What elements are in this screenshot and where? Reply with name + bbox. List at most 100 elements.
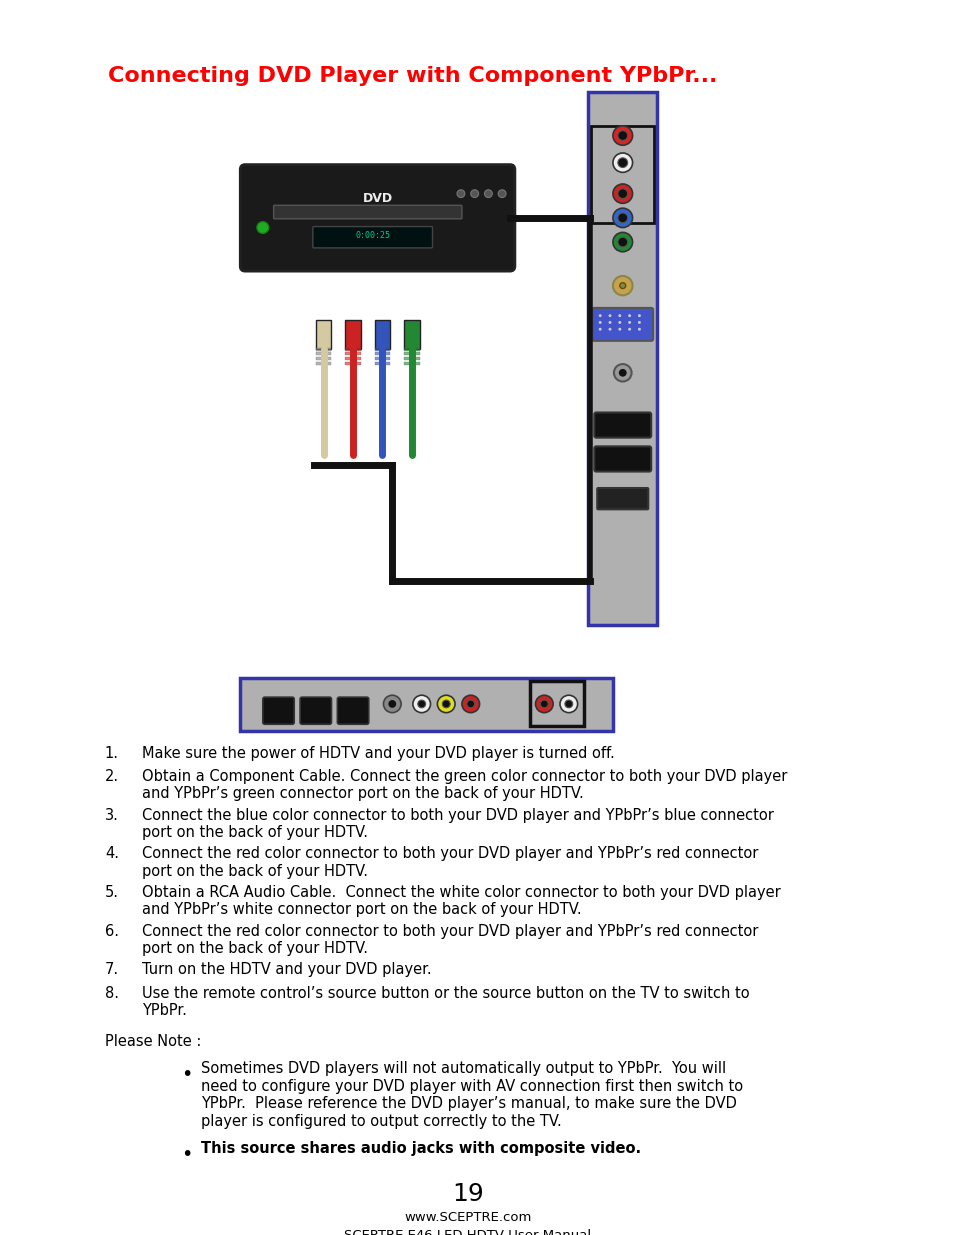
FancyBboxPatch shape — [592, 308, 653, 341]
Bar — [345, 357, 360, 361]
Circle shape — [497, 190, 505, 198]
Text: need to configure your DVD player with AV connection first then switch to: need to configure your DVD player with A… — [201, 1078, 742, 1094]
Circle shape — [618, 158, 627, 168]
Text: Connect the red color connector to both your DVD player and YPbPr’s red connecto: Connect the red color connector to both … — [142, 846, 758, 861]
Circle shape — [456, 190, 464, 198]
Text: 5.: 5. — [105, 885, 119, 900]
Circle shape — [618, 314, 620, 317]
FancyBboxPatch shape — [594, 446, 651, 472]
Bar — [404, 352, 419, 356]
Circle shape — [484, 190, 492, 198]
Bar — [345, 352, 360, 356]
Text: DVD: DVD — [362, 191, 393, 205]
Text: This source shares audio jacks with composite video.: This source shares audio jacks with comp… — [201, 1141, 640, 1156]
Circle shape — [638, 321, 640, 324]
Text: YPbPr.: YPbPr. — [142, 1003, 187, 1018]
FancyBboxPatch shape — [337, 698, 369, 724]
Text: •: • — [181, 1145, 193, 1163]
Circle shape — [618, 327, 620, 331]
Bar — [315, 362, 331, 366]
Text: Sometimes DVD players will not automatically output to YPbPr.  You will: Sometimes DVD players will not automatic… — [201, 1061, 725, 1076]
Bar — [529, 680, 583, 726]
Bar — [315, 320, 331, 348]
Circle shape — [598, 321, 601, 324]
Circle shape — [608, 327, 611, 331]
Bar — [375, 357, 390, 361]
Circle shape — [388, 700, 395, 708]
Bar — [375, 347, 390, 351]
FancyBboxPatch shape — [313, 226, 432, 248]
Circle shape — [470, 190, 478, 198]
Text: 0:00:25: 0:00:25 — [355, 231, 390, 240]
Text: Connect the blue color connector to both your DVD player and YPbPr’s blue connec: Connect the blue color connector to both… — [142, 808, 773, 823]
Text: Obtain a RCA Audio Cable.  Connect the white color connector to both your DVD pl: Obtain a RCA Audio Cable. Connect the wh… — [142, 885, 781, 900]
Circle shape — [598, 327, 601, 331]
Text: port on the back of your HDTV.: port on the back of your HDTV. — [142, 863, 368, 878]
Circle shape — [413, 695, 430, 713]
Circle shape — [618, 321, 620, 324]
FancyBboxPatch shape — [240, 164, 515, 272]
Bar — [404, 357, 419, 361]
Circle shape — [627, 321, 631, 324]
Circle shape — [618, 369, 626, 377]
Circle shape — [638, 314, 640, 317]
Bar — [404, 320, 419, 348]
Bar — [315, 347, 331, 351]
Bar — [345, 362, 360, 366]
Circle shape — [613, 153, 632, 173]
Text: port on the back of your HDTV.: port on the back of your HDTV. — [142, 941, 368, 956]
Circle shape — [383, 695, 400, 713]
Bar — [404, 362, 419, 366]
Text: and YPbPr’s white connector port on the back of your HDTV.: and YPbPr’s white connector port on the … — [142, 903, 581, 918]
Circle shape — [436, 695, 455, 713]
Text: SCEPTRE E46 LED HDTV User Manual: SCEPTRE E46 LED HDTV User Manual — [344, 1229, 591, 1235]
Circle shape — [613, 126, 632, 146]
Text: Connecting DVD Player with Component YPbPr...: Connecting DVD Player with Component YPb… — [108, 65, 717, 86]
Bar — [404, 347, 419, 351]
Circle shape — [638, 327, 640, 331]
Bar — [345, 347, 360, 351]
Text: 7.: 7. — [105, 962, 119, 977]
Text: •: • — [181, 1065, 193, 1084]
Bar — [375, 320, 390, 348]
Circle shape — [618, 237, 627, 247]
Text: 4.: 4. — [105, 846, 119, 861]
Circle shape — [608, 321, 611, 324]
Text: Obtain a Component Cable. Connect the green color connector to both your DVD pla: Obtain a Component Cable. Connect the gr… — [142, 769, 787, 784]
Text: Make sure the power of HDTV and your DVD player is turned off.: Make sure the power of HDTV and your DVD… — [142, 746, 615, 761]
Text: Turn on the HDTV and your DVD player.: Turn on the HDTV and your DVD player. — [142, 962, 432, 977]
Bar — [375, 362, 390, 366]
Bar — [315, 352, 331, 356]
Circle shape — [564, 700, 572, 708]
Bar — [588, 91, 657, 625]
Circle shape — [539, 700, 548, 708]
Circle shape — [613, 232, 632, 252]
Circle shape — [535, 695, 553, 713]
Text: 6.: 6. — [105, 924, 119, 939]
Circle shape — [614, 364, 631, 382]
Circle shape — [618, 189, 627, 199]
Circle shape — [608, 314, 611, 317]
Circle shape — [627, 314, 631, 317]
Text: 3.: 3. — [105, 808, 119, 823]
Circle shape — [618, 131, 627, 141]
Text: 1.: 1. — [105, 746, 119, 761]
Circle shape — [613, 184, 632, 204]
Text: www.SCEPTRE.com: www.SCEPTRE.com — [404, 1212, 531, 1224]
Bar — [375, 352, 390, 356]
FancyBboxPatch shape — [597, 488, 648, 509]
Text: and YPbPr’s green connector port on the back of your HDTV.: and YPbPr’s green connector port on the … — [142, 787, 583, 802]
Text: Please Note :: Please Note : — [105, 1034, 201, 1049]
Circle shape — [256, 222, 269, 233]
FancyBboxPatch shape — [594, 412, 651, 437]
Circle shape — [613, 209, 632, 227]
Circle shape — [598, 314, 601, 317]
Circle shape — [466, 700, 475, 708]
Text: Connect the red color connector to both your DVD player and YPbPr’s red connecto: Connect the red color connector to both … — [142, 924, 758, 939]
Text: 2.: 2. — [105, 769, 119, 784]
Bar — [315, 357, 331, 361]
Bar — [588, 91, 657, 625]
Text: 19: 19 — [452, 1182, 483, 1207]
Circle shape — [618, 212, 627, 222]
Circle shape — [613, 275, 632, 295]
